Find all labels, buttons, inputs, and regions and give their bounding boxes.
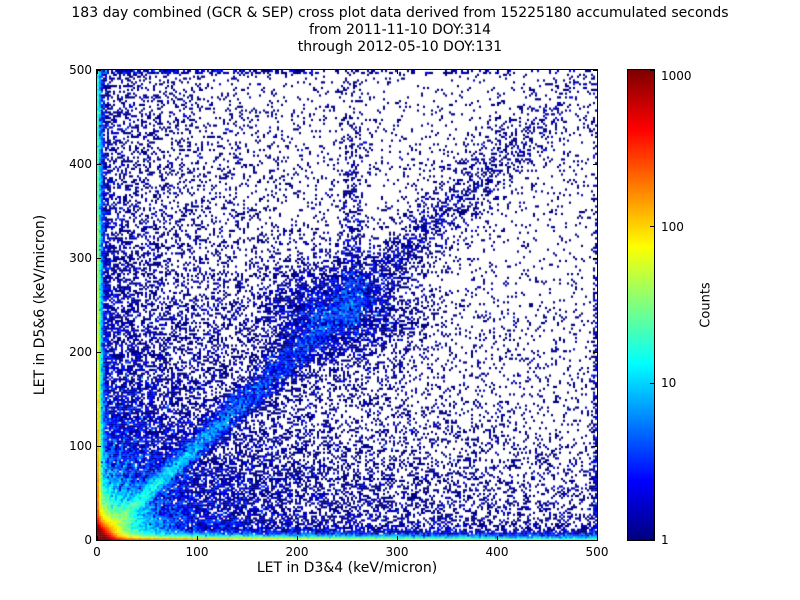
- x-tick-mark: [396, 536, 398, 540]
- x-tick-mark: [296, 70, 298, 74]
- x-tick-mark: [596, 70, 598, 74]
- y-tick-mark: [593, 445, 597, 447]
- y-tick-mark: [593, 539, 597, 541]
- colorbar-gradient-canvas: [628, 70, 654, 540]
- x-tick-mark: [596, 536, 598, 540]
- colorbar-label: Counts: [698, 282, 714, 328]
- y-tick-label: 500: [69, 63, 92, 77]
- chart-title-line-3: through 2012-05-10 DOY:131: [297, 39, 503, 55]
- plot-frame: [96, 69, 598, 541]
- colorbar-tick-label: 1: [661, 533, 669, 547]
- y-tick-mark: [97, 351, 101, 353]
- y-tick-mark: [593, 257, 597, 259]
- x-tick-mark: [96, 70, 98, 74]
- x-tick-mark: [296, 536, 298, 540]
- colorbar-tick-mark: [650, 538, 654, 540]
- y-tick-label: 100: [69, 439, 92, 453]
- y-tick-mark: [97, 69, 101, 71]
- y-tick-label: 0: [84, 533, 92, 547]
- y-tick-mark: [593, 69, 597, 71]
- y-tick-mark: [593, 163, 597, 165]
- x-tick-label: 500: [585, 545, 609, 559]
- y-tick-mark: [97, 539, 101, 541]
- colorbar-tick-mark: [650, 382, 654, 384]
- y-tick-label: 400: [69, 157, 92, 171]
- colorbar-frame: [627, 69, 655, 541]
- x-tick-mark: [396, 70, 398, 74]
- colorbar-tick-label: 1000: [661, 69, 692, 83]
- x-tick-mark: [496, 536, 498, 540]
- x-tick-mark: [196, 536, 198, 540]
- chart-title: 183 day combined (GCR & SEP) cross plot …: [0, 5, 800, 56]
- x-axis-label: LET in D3&4 (keV/micron): [256, 560, 438, 576]
- y-tick-mark: [97, 257, 101, 259]
- colorbar-tick-mark: [650, 69, 654, 71]
- scatter-density-canvas: [97, 70, 597, 540]
- y-axis-label: LET in D5&6 (keV/micron): [32, 214, 48, 396]
- y-tick-label: 300: [69, 251, 92, 265]
- colorbar-tick-label: 100: [661, 219, 684, 234]
- y-tick-mark: [97, 163, 101, 165]
- y-tick-mark: [97, 445, 101, 447]
- x-tick-mark: [496, 70, 498, 74]
- chart-title-line-2: from 2011-11-10 DOY:314: [308, 22, 491, 38]
- x-tick-mark: [96, 536, 98, 540]
- x-tick-label: 300: [385, 545, 409, 559]
- y-tick-mark: [593, 351, 597, 353]
- x-tick-label: 200: [285, 545, 309, 559]
- chart-title-line-1: 183 day combined (GCR & SEP) cross plot …: [71, 5, 729, 21]
- colorbar-tick-mark: [650, 226, 654, 228]
- x-tick-label: 0: [93, 545, 101, 559]
- x-tick-label: 400: [485, 545, 509, 559]
- x-tick-mark: [196, 70, 198, 74]
- colorbar-tick-label: 10: [661, 376, 677, 391]
- y-tick-label: 200: [69, 345, 92, 359]
- x-tick-label: 100: [185, 545, 209, 559]
